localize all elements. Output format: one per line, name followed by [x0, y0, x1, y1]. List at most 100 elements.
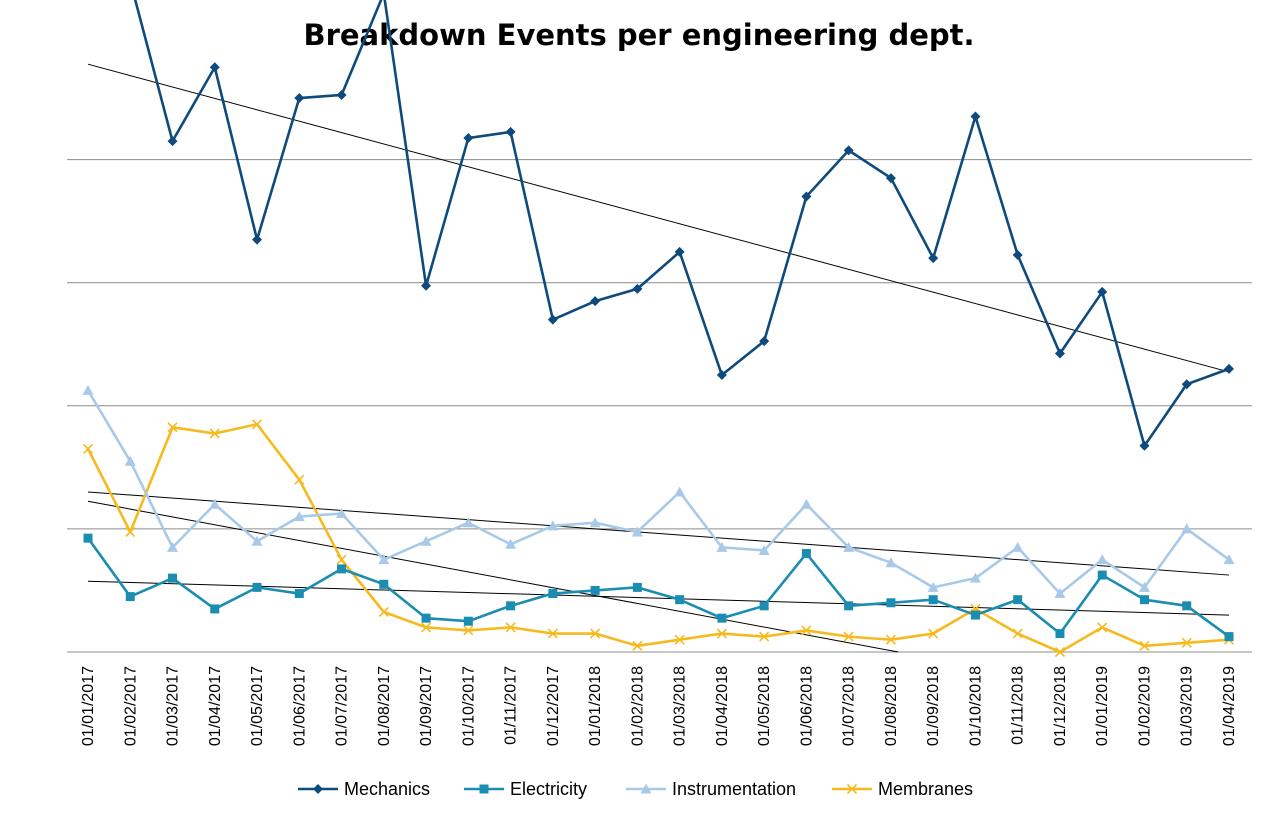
- series-line-instrumentation: [86, 389, 1230, 595]
- x-tick-label: 01/03/2017: [165, 666, 182, 746]
- data-point-instrumentation: [336, 508, 348, 519]
- data-point-mechanics: [294, 93, 305, 104]
- data-point-mechanics: [1054, 348, 1065, 359]
- data-point-mechanics: [759, 336, 770, 347]
- legend-item-membranes: Membranes: [832, 779, 973, 799]
- data-point-mechanics: [674, 246, 685, 257]
- data-point-instrumentation: [1012, 541, 1024, 552]
- data-point-instrumentation: [589, 517, 601, 528]
- trendline-membranes: [87, 500, 899, 653]
- legend-marker: [479, 784, 489, 794]
- series-line-membranes: [86, 422, 1230, 654]
- data-point-instrumentation: [1181, 523, 1193, 534]
- data-point-membranes: [716, 628, 727, 639]
- data-point-instrumentation: [124, 455, 136, 466]
- x-tick-label: 01/12/2018: [1052, 666, 1069, 746]
- data-point-electricity: [675, 595, 685, 605]
- data-point-membranes: [843, 631, 854, 642]
- legend: Mechanics Electricity Instrumentation Membr…: [298, 779, 973, 799]
- series-markers: [82, 62, 1235, 658]
- data-point-instrumentation: [1138, 581, 1150, 592]
- trendline-electricity: [87, 580, 1230, 616]
- x-tick-label: 01/04/2019: [1221, 666, 1238, 746]
- data-point-membranes: [801, 625, 812, 636]
- data-point-electricity: [421, 613, 431, 623]
- x-tick-label: 01/05/2018: [756, 666, 773, 746]
- gridlines: [67, 159, 1252, 653]
- data-point-electricity: [1182, 601, 1192, 611]
- legend-item-instrumentation: Instrumentation: [626, 779, 796, 799]
- data-point-electricity: [801, 549, 811, 559]
- data-point-membranes: [885, 634, 896, 645]
- data-point-mechanics: [885, 173, 896, 184]
- series-line-mechanics: [133, 0, 1230, 448]
- x-tick-label: 01/09/2017: [418, 666, 435, 746]
- data-point-instrumentation: [969, 572, 981, 583]
- legend-marker: [640, 783, 652, 794]
- x-tick-label: 01/06/2017: [291, 666, 308, 746]
- legend-label: Mechanics: [344, 779, 430, 799]
- data-point-membranes: [1097, 622, 1108, 633]
- data-point-membranes: [167, 422, 178, 433]
- data-point-instrumentation: [1054, 588, 1066, 599]
- legend-label: Membranes: [878, 779, 973, 799]
- data-point-membranes: [294, 474, 305, 485]
- data-point-electricity: [125, 592, 135, 602]
- x-tick-label: 01/09/2018: [925, 666, 942, 746]
- data-point-membranes: [336, 554, 347, 565]
- x-tick-label: 01/01/2017: [80, 666, 97, 746]
- data-point-mechanics: [843, 145, 854, 156]
- data-point-mechanics: [1224, 363, 1234, 374]
- trendline-instrumentation: [87, 491, 1230, 576]
- data-point-instrumentation: [167, 541, 179, 552]
- x-tick-label: 01/02/2017: [122, 666, 139, 746]
- data-point-instrumentation: [1096, 554, 1108, 565]
- legend-item-electricity: Electricity: [464, 779, 587, 799]
- data-point-electricity: [928, 595, 938, 605]
- chart-title: Breakdown Events per engineering dept.: [303, 18, 975, 52]
- data-point-instrumentation: [674, 486, 686, 497]
- x-tick-label: 01/10/2017: [460, 666, 477, 746]
- data-point-mechanics: [1097, 286, 1108, 297]
- data-point-electricity: [1097, 570, 1107, 580]
- data-point-electricity: [717, 613, 727, 623]
- x-tick-label: 01/04/2017: [207, 666, 224, 746]
- data-point-mechanics: [209, 62, 220, 73]
- data-point-electricity: [379, 579, 389, 589]
- x-tick-label: 01/05/2017: [249, 666, 266, 746]
- data-point-mechanics: [252, 234, 263, 245]
- data-point-instrumentation: [462, 517, 474, 528]
- data-point-instrumentation: [420, 535, 432, 546]
- data-point-instrumentation: [1223, 554, 1235, 565]
- data-point-electricity: [886, 598, 896, 608]
- data-point-electricity: [844, 601, 854, 611]
- data-point-membranes: [1054, 646, 1066, 658]
- data-point-membranes: [590, 628, 601, 639]
- x-tick-label: 01/12/2017: [545, 666, 562, 746]
- x-tick-label: 01/04/2018: [714, 666, 731, 746]
- series-lines: [86, 0, 1230, 654]
- data-point-membranes: [378, 606, 389, 618]
- legend-label: Instrumentation: [672, 779, 796, 799]
- x-tick-label: 01/06/2018: [798, 666, 815, 746]
- data-point-membranes: [674, 634, 685, 645]
- data-point-mechanics: [1139, 440, 1150, 451]
- data-point-mechanics: [505, 126, 516, 137]
- data-point-electricity: [294, 589, 304, 599]
- legend-item-mechanics: Mechanics: [298, 779, 430, 799]
- x-tick-label: 01/03/2018: [672, 666, 689, 746]
- data-point-instrumentation: [716, 541, 728, 552]
- data-point-instrumentation: [927, 581, 939, 592]
- data-point-instrumentation: [800, 498, 812, 509]
- data-point-electricity: [590, 585, 600, 595]
- x-tick-label: 01/11/2018: [1010, 666, 1027, 745]
- x-tick-label: 01/02/2019: [1136, 666, 1153, 746]
- data-point-instrumentation: [547, 520, 559, 531]
- data-point-electricity: [252, 582, 262, 592]
- data-point-instrumentation: [209, 498, 221, 509]
- x-tick-label: 01/07/2018: [841, 666, 858, 746]
- data-point-mechanics: [716, 370, 727, 381]
- data-point-electricity: [168, 573, 178, 583]
- data-point-membranes: [82, 443, 94, 454]
- data-point-electricity: [210, 604, 220, 614]
